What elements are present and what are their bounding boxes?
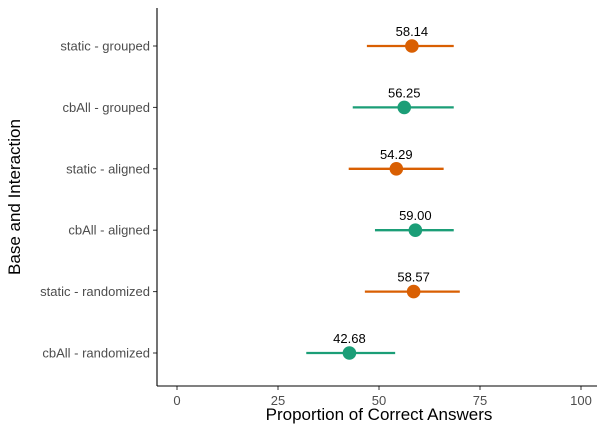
y-tick-label: cbAll - aligned — [68, 223, 150, 238]
data-point — [405, 39, 419, 53]
data-point — [408, 223, 423, 237]
y-tick-label: static - aligned — [66, 161, 150, 176]
x-axis-title: Proportion of Correct Answers — [266, 405, 493, 424]
y-axis-title: Base and Interaction — [5, 119, 24, 275]
y-tick-label: cbAll - randomized — [42, 346, 150, 361]
data-label: 58.14 — [396, 24, 429, 39]
chart-marks: 58.14 56.25 54.29 59.00 58.57 42.68 — [306, 24, 460, 360]
x-tick-label: 25 — [271, 393, 285, 408]
y-axis-ticks: static - grouped cbAll - grouped static - … — [40, 39, 157, 361]
x-tick-label: 0 — [173, 393, 180, 408]
data-point — [406, 284, 421, 299]
y-tick-label: static - grouped — [60, 39, 150, 54]
y-tick-label: cbAll - grouped — [63, 100, 150, 115]
data-point — [389, 162, 404, 176]
x-tick-label: 100 — [570, 393, 592, 408]
x-axis-ticks: 0 25 50 75 100 — [173, 386, 592, 408]
data-label: 54.29 — [380, 147, 413, 162]
data-label: 42.68 — [333, 331, 366, 346]
data-label: 56.25 — [388, 85, 421, 100]
x-tick-label: 50 — [372, 393, 386, 408]
data-label: 59.00 — [399, 208, 432, 223]
x-tick-label: 75 — [473, 393, 487, 408]
y-tick-label: static - randomized — [40, 284, 150, 299]
data-label: 58.57 — [397, 270, 430, 285]
data-point — [397, 100, 412, 115]
data-point — [342, 346, 357, 360]
